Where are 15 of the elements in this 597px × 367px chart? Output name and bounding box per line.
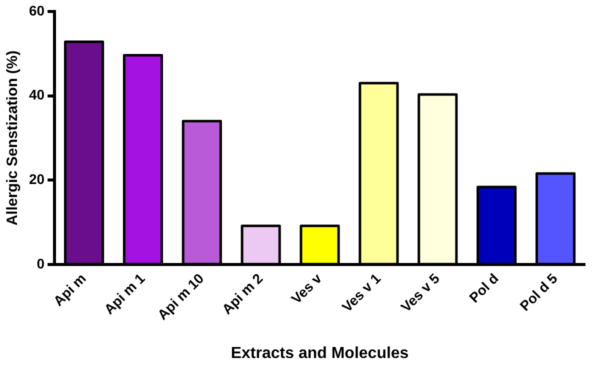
x-tick-label: Api m 2 bbox=[218, 270, 266, 318]
x-tick-label: Ves v 5 bbox=[398, 270, 443, 316]
y-tick-label: 40 bbox=[28, 86, 45, 103]
x-tick-label: Ves v bbox=[288, 270, 325, 307]
y-tick-label: 20 bbox=[28, 171, 45, 188]
x-tick-label: Pol d 5 bbox=[516, 270, 561, 314]
y-tick-label: 0 bbox=[36, 256, 45, 272]
x-tick-label: Pol d bbox=[466, 270, 502, 306]
x-tick-label: Api m 10 bbox=[154, 270, 207, 323]
x-tick-label: Ves v 1 bbox=[338, 270, 384, 316]
x-tick-label: Api m 1 bbox=[100, 270, 148, 318]
x-axis-title: Extracts and Molecules bbox=[230, 344, 409, 362]
x-tick-label: Api m bbox=[50, 270, 89, 309]
y-axis-title: Allergic Senstization (%) bbox=[4, 50, 22, 226]
y-tick-label: 60 bbox=[28, 2, 45, 18]
